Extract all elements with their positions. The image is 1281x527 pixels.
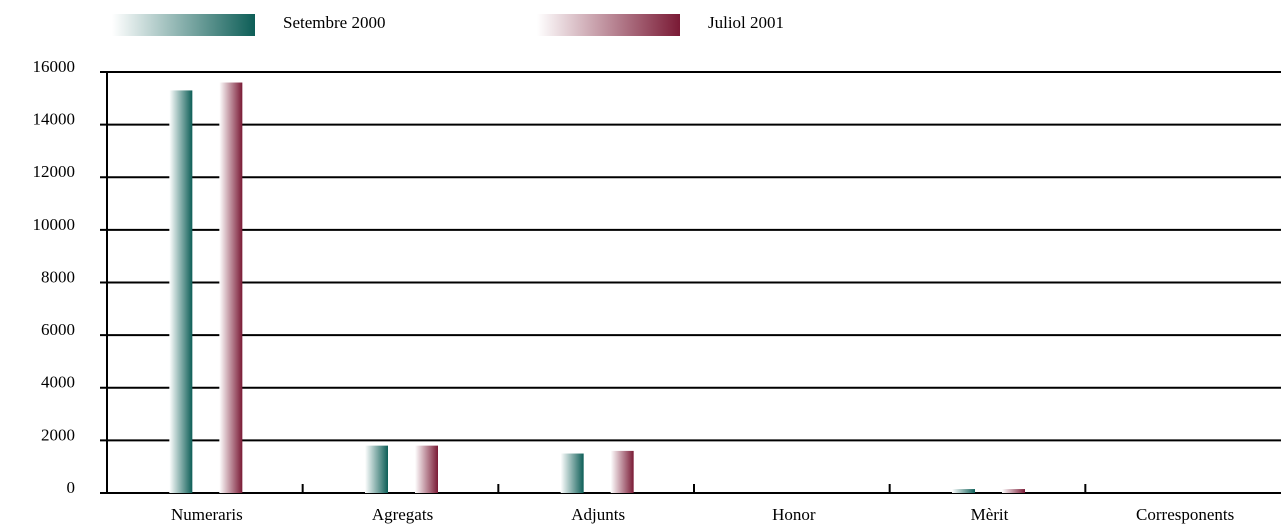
- bar: [415, 445, 438, 493]
- x-tick-label: Honor: [772, 505, 816, 524]
- bar: [365, 445, 388, 493]
- y-tick-label: 10000: [33, 215, 76, 234]
- x-tick-label: Corresponents: [1136, 505, 1234, 524]
- y-tick-label: 0: [67, 478, 76, 497]
- legend-label: Juliol 2001: [708, 13, 784, 32]
- y-tick-label: 14000: [33, 110, 76, 129]
- y-tick-label: 6000: [41, 320, 75, 339]
- x-tick-label: Numeraris: [171, 505, 243, 524]
- y-tick-label: 12000: [33, 162, 76, 181]
- y-tick-label: 16000: [33, 57, 76, 76]
- x-tick-label: Adjunts: [571, 505, 625, 524]
- legend-label: Setembre 2000: [283, 13, 385, 32]
- bar: [169, 90, 193, 493]
- y-tick-label: 2000: [41, 425, 75, 444]
- bar: [952, 489, 975, 493]
- y-tick-label: 4000: [41, 373, 75, 392]
- bar: [560, 453, 584, 493]
- legend-swatch: [537, 14, 680, 36]
- x-tick-label: Mèrit: [971, 505, 1009, 524]
- legend-swatch: [112, 14, 255, 36]
- bar: [1002, 489, 1025, 493]
- y-tick-label: 8000: [41, 267, 75, 286]
- bar: [219, 82, 243, 494]
- bar: [610, 450, 634, 493]
- x-tick-label: Agregats: [372, 505, 433, 524]
